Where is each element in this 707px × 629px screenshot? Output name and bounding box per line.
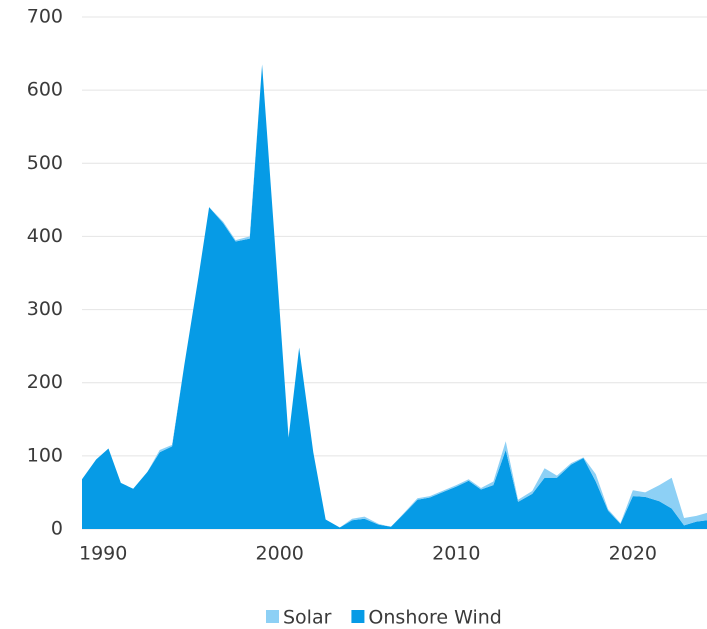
legend-label: Solar (283, 607, 332, 629)
x-tick-label: 1990 (79, 543, 127, 565)
y-tick-label: 200 (27, 371, 63, 393)
x-tick-label: 2010 (432, 543, 480, 565)
y-tick-label: 400 (27, 225, 63, 247)
y-tick-label: 500 (27, 152, 63, 174)
y-tick-label: 300 (27, 298, 63, 320)
y-tick-label: 700 (27, 6, 63, 28)
legend-swatch (266, 610, 279, 623)
legend-label: Onshore Wind (368, 607, 501, 629)
x-tick-label: 2000 (256, 543, 304, 565)
y-tick-label: 100 (27, 444, 63, 466)
y-tick-label: 600 (27, 79, 63, 101)
area (82, 64, 707, 530)
y-tick-label: 0 (51, 518, 63, 540)
legend-swatch (351, 610, 365, 623)
x-tick-label: 2020 (609, 543, 657, 565)
